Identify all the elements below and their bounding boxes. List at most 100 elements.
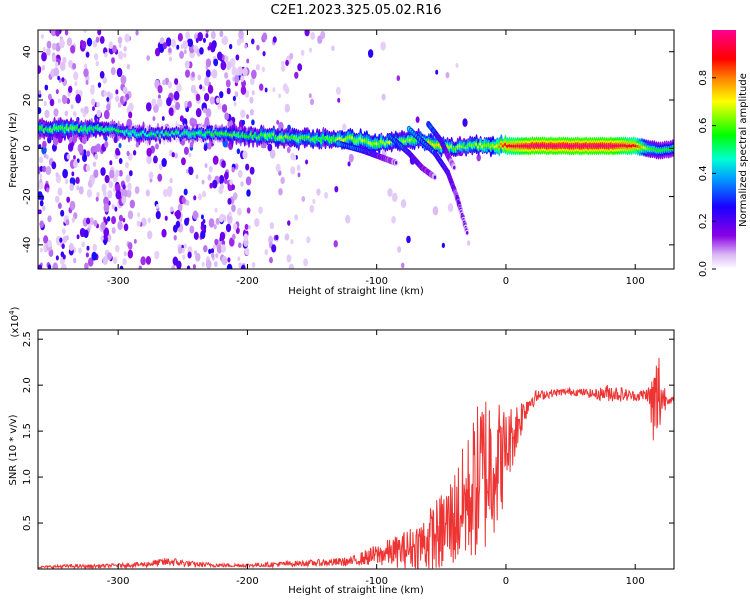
heatmap-cell (197, 74, 202, 81)
heatmap-cell (214, 238, 219, 246)
heatmap-cell (107, 252, 112, 261)
heatmap-cell (255, 64, 260, 71)
heatmap-cell (187, 251, 192, 259)
heatmap-cell (254, 218, 260, 227)
heatmap-cell (38, 209, 41, 215)
heatmap-cell (123, 223, 129, 232)
heatmap-cell (258, 206, 263, 214)
heatmap-cell (106, 103, 111, 111)
heatmap-cell (192, 264, 196, 269)
heatmap-cell (267, 143, 273, 152)
heatmap-cell (152, 116, 156, 122)
heatmap-cell (306, 236, 311, 244)
heatmap-cell (138, 265, 142, 269)
heatmap-cell (61, 228, 66, 235)
heatmap-cell (52, 262, 59, 269)
heatmap-cell (202, 107, 207, 114)
heatmap-cell (76, 158, 80, 164)
heatmap-cell (177, 33, 183, 42)
heatmap-cell (102, 256, 109, 266)
heatmap-y-tick-label: -20 (22, 188, 33, 204)
heatmap-cell (64, 30, 69, 36)
heatmap-cell (39, 173, 43, 179)
heatmap-cell (86, 37, 93, 47)
heatmap-cell (73, 160, 78, 168)
heatmap-cell (57, 202, 62, 210)
heatmap-cell (415, 116, 420, 123)
heatmap-cell (170, 206, 174, 212)
heatmap-cell (166, 97, 172, 107)
heatmap-cell (140, 256, 146, 266)
heatmap-cell (55, 89, 59, 95)
heatmap-cell (57, 187, 63, 196)
heatmap-cell (231, 204, 236, 213)
heatmap-cell (151, 98, 157, 107)
heatmap-cell (320, 30, 326, 40)
heatmap-x-label: Height of straight line (km) (288, 286, 424, 297)
heatmap-cell (183, 188, 188, 196)
heatmap-cell (300, 49, 305, 56)
heatmap-cell (100, 235, 104, 242)
heatmap-cell (235, 54, 240, 61)
heatmap-cell (228, 211, 232, 217)
heatmap-cell (280, 176, 285, 185)
heatmap-cell (249, 108, 254, 116)
heatmap-cell (147, 230, 153, 240)
heatmap-cell (249, 96, 254, 104)
heatmap-cell (104, 140, 109, 148)
heatmap-cell (455, 62, 459, 69)
heatmap-cell (166, 188, 172, 197)
heatmap-cell (297, 172, 301, 178)
heatmap-cell (205, 30, 209, 34)
heatmap-cell (51, 42, 57, 51)
heatmap-cell (127, 249, 134, 259)
heatmap-cell (289, 52, 294, 60)
heatmap-cell (432, 206, 439, 216)
heatmap-cell (158, 94, 161, 99)
heatmap-cell (286, 254, 292, 263)
heatmap-cell (96, 109, 101, 118)
heatmap-cell (100, 221, 106, 231)
heatmap-cell (244, 223, 249, 230)
heatmap-cell (453, 165, 456, 170)
heatmap-cell (286, 146, 291, 154)
heatmap-cell (116, 67, 123, 78)
heatmap-cell (84, 63, 88, 69)
heatmap-cell (86, 245, 90, 251)
heatmap-cell (145, 102, 152, 112)
heatmap-cell (381, 93, 386, 101)
heatmap-cell (161, 158, 167, 168)
heatmap-cell (101, 183, 107, 193)
heatmap-cell (95, 196, 99, 202)
snr-x-tick-label: 100 (626, 576, 645, 587)
heatmap-cell (81, 153, 88, 163)
heatmap-cell (207, 174, 212, 181)
heatmap-cell (83, 30, 87, 34)
heatmap-cell (210, 31, 216, 40)
heatmap-cell (193, 195, 197, 201)
heatmap-cell (112, 45, 117, 53)
heatmap-cell (44, 84, 49, 91)
heatmap-cell (397, 245, 402, 253)
heatmap-cell (232, 192, 238, 200)
heatmap-cell (290, 238, 294, 245)
heatmap-cell (406, 235, 411, 244)
heatmap-cell (38, 144, 42, 149)
heatmap-cell (55, 195, 60, 203)
heatmap-cell (170, 38, 177, 48)
heatmap-cell (214, 207, 218, 213)
heatmap-cell (211, 69, 218, 79)
heatmap-cell (43, 235, 49, 244)
heatmap-cell (184, 69, 191, 78)
heatmap-cell (212, 179, 218, 189)
heatmap-cell (195, 107, 202, 118)
heatmap-cell (118, 169, 123, 177)
heatmap-cell (61, 263, 67, 269)
heatmap-cell (272, 36, 277, 43)
heatmap-cell (85, 252, 89, 258)
heatmap-cell (208, 248, 212, 254)
heatmap-cell (118, 214, 123, 222)
heatmap-cell (232, 222, 238, 231)
heatmap-cell (176, 83, 182, 92)
heatmap-cell (190, 84, 196, 94)
